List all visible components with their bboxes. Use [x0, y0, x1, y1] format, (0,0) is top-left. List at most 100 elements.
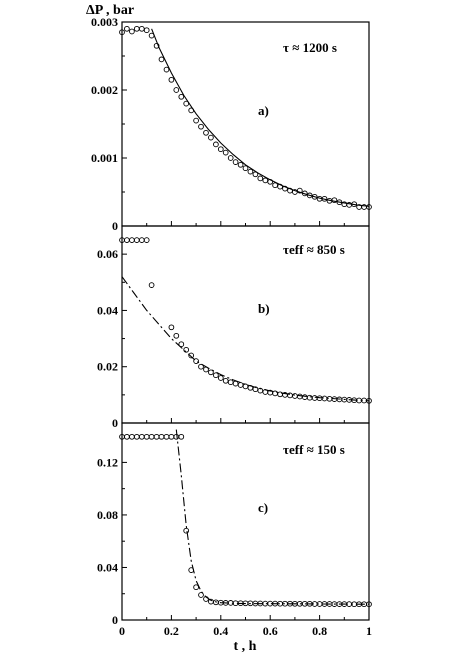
data-point [153, 42, 160, 49]
data-point [153, 433, 160, 440]
data-point [143, 27, 150, 34]
data-point [311, 395, 318, 401]
data-point [222, 377, 229, 384]
data-point [208, 134, 214, 141]
data-point [213, 372, 219, 379]
data-point [138, 237, 145, 243]
y-tick-label: 0.06 [97, 247, 118, 261]
data-point [247, 168, 254, 175]
x-axis-title: t , h [234, 639, 257, 654]
y-tick-label: 0 [112, 416, 118, 430]
y-tick-label: 0 [112, 219, 118, 233]
data-point [124, 237, 130, 243]
data-point [143, 433, 150, 440]
data-point [242, 383, 249, 390]
data-point [133, 237, 140, 243]
data-point [366, 601, 372, 608]
data-point [178, 341, 185, 348]
data-point [124, 433, 130, 440]
data-point [296, 393, 303, 400]
data-point [158, 433, 165, 440]
data-point [163, 433, 170, 440]
data-point [198, 592, 204, 598]
panel-b: 0 0.02 0.04 0.06 b) τeff ≈ 850 s [97, 225, 372, 430]
data-point [193, 584, 199, 591]
x-tick-label: 1 [366, 624, 372, 638]
data-point [183, 100, 190, 107]
data-point [306, 394, 313, 401]
data-point [242, 165, 249, 172]
data-point [198, 363, 204, 370]
data-point [306, 192, 313, 199]
data-point [292, 189, 298, 195]
data-point [143, 237, 150, 243]
data-point [129, 433, 135, 440]
fit-curve [175, 429, 370, 605]
data-point [232, 159, 239, 165]
data-point [124, 25, 130, 32]
panel-label: c) [258, 500, 268, 515]
data-point [183, 527, 190, 534]
data-point [173, 332, 180, 339]
y-tick-label: 0.04 [97, 303, 118, 317]
data-point [321, 395, 328, 402]
data-point [257, 175, 264, 182]
data-point [183, 346, 190, 353]
data-point [188, 352, 195, 359]
data-point [198, 123, 204, 130]
data-point [138, 433, 145, 440]
x-tick-label: 0.4 [213, 624, 228, 638]
data-point [296, 187, 303, 194]
data-point [311, 193, 318, 200]
data-point [138, 25, 145, 32]
data-point [129, 237, 135, 243]
panel-label: b) [258, 301, 270, 316]
data-point [173, 433, 180, 440]
data-point [168, 76, 175, 83]
panel-a: 0 0.001 0.002 0.003 a) τ ≈ 1200 s ΔP , bar [86, 3, 372, 233]
y-tick-label: 0.001 [91, 151, 118, 165]
y-tick-label: 0.002 [91, 83, 118, 97]
tau-annotation: τeff ≈ 150 s [283, 442, 345, 457]
data-point [217, 375, 224, 381]
data-point [237, 382, 244, 388]
data-point [331, 197, 338, 204]
data-point [227, 155, 234, 161]
data-point [119, 29, 125, 36]
data-point [158, 56, 165, 63]
y-axis-title: ΔP , bar [86, 3, 134, 18]
data-point [168, 324, 175, 331]
tau-annotation: τeff ≈ 850 s [283, 242, 345, 257]
data-point [168, 433, 175, 440]
data-point [227, 379, 234, 386]
data-point [301, 394, 308, 400]
data-point [173, 87, 180, 93]
data-point [133, 25, 140, 32]
y-tick-label: 0 [112, 613, 118, 627]
data-point [217, 146, 224, 153]
x-tick-label: 0 [119, 624, 125, 638]
tau-annotation: τ ≈ 1200 s [283, 40, 337, 55]
data-point [282, 185, 288, 192]
data-point [133, 433, 140, 440]
data-point [178, 93, 185, 100]
data-point [193, 117, 199, 124]
panel-label: a) [258, 103, 269, 118]
data-point [148, 282, 155, 288]
data-point [222, 149, 229, 156]
data-point [326, 395, 333, 402]
data-point [129, 28, 135, 35]
data-point [163, 66, 170, 73]
y-tick-label: 0.08 [97, 508, 118, 522]
x-tick-label: 0.6 [263, 624, 278, 638]
fit-curve [121, 276, 370, 402]
data-point [193, 358, 199, 364]
y-tick-label: 0.003 [91, 15, 118, 29]
y-tick-label: 0.12 [97, 455, 118, 469]
data-point [213, 141, 219, 148]
data-point [178, 433, 185, 440]
data-point [366, 204, 372, 210]
x-tick-label: 0.8 [312, 624, 327, 638]
panel-c: 0 0.04 0.08 0.12 0 0.2 0.4 0.6 0.8 1 c) τeff ≈ 150 … [97, 422, 372, 654]
